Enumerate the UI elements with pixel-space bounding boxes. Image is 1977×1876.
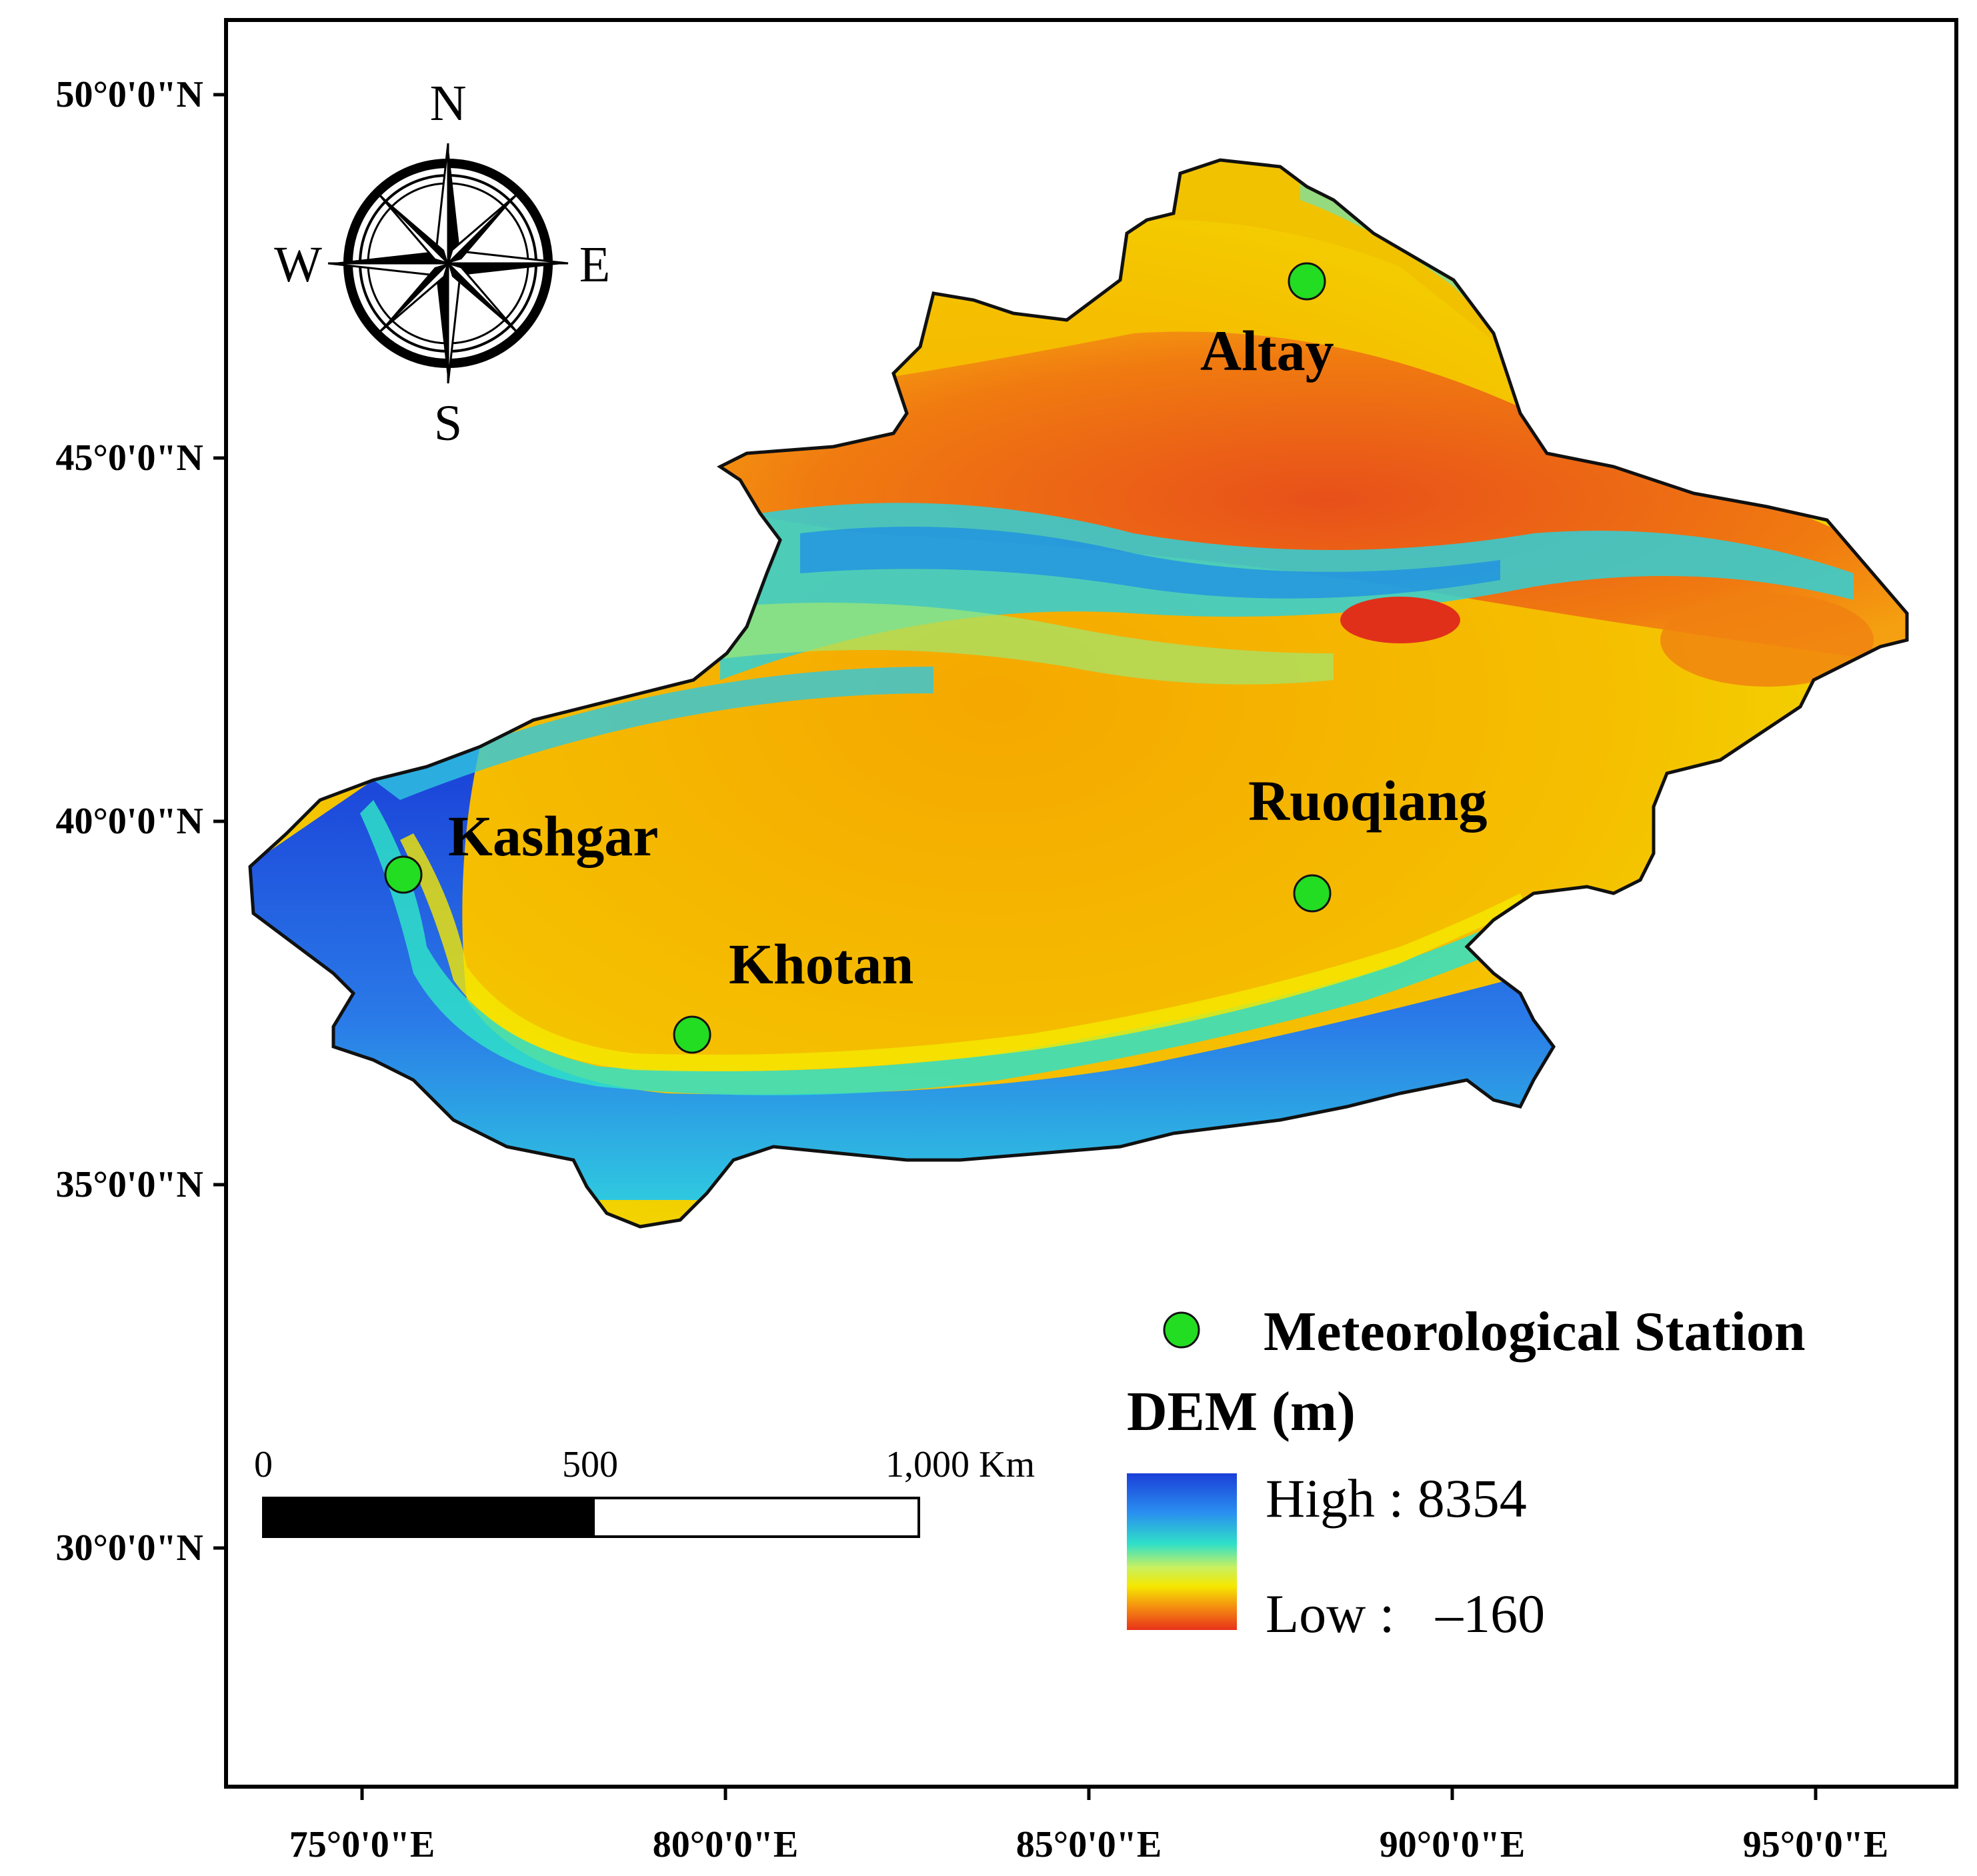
scale-bar: 0 500 1,000 Km [254,1444,1035,1538]
station-label-ruoqiang: Ruoqiang [1248,769,1488,833]
legend: Meteorological Station DEM (m) High : 83… [1127,1301,1806,1644]
lat-label-50: 50°0'0"N [56,74,203,115]
station-marker-khotan[interactable] [673,1015,711,1054]
station-label-khotan: Khotan [729,932,913,996]
lon-label-90: 90°0'0"E [1380,1824,1525,1865]
station-marker-altay[interactable] [1288,262,1326,301]
latitude-axis: 50°0'0"N 45°0'0"N 40°0'0"N 35°0'0"N 30°0… [56,74,226,1569]
compass-rose-icon: N S E W [274,75,610,451]
longitude-axis: 75°0'0"E 80°0'0"E 85°0'0"E 90°0'0"E 95°0… [289,1787,1888,1865]
compass-n-label: N [430,75,467,131]
legend-dem-low: Low : –160 [1266,1583,1545,1644]
scale-label-1000: 1,000 Km [885,1444,1035,1485]
lon-label-75: 75°0'0"E [289,1824,435,1865]
lat-label-30: 30°0'0"N [56,1527,203,1569]
lon-label-80: 80°0'0"E [653,1824,798,1865]
lon-label-95: 95°0'0"E [1743,1824,1888,1865]
legend-dem-title: DEM (m) [1127,1381,1356,1443]
lat-label-40: 40°0'0"N [56,801,203,842]
scale-label-500: 500 [562,1444,618,1485]
lat-label-35: 35°0'0"N [56,1164,203,1205]
scale-label-0: 0 [254,1444,273,1485]
compass-w-label: W [274,237,322,293]
lon-label-85: 85°0'0"E [1016,1824,1162,1865]
compass-s-label: S [434,395,462,451]
station-label-altay: Altay [1200,319,1334,383]
compass-e-label: E [579,237,610,293]
legend-station-icon [1163,1311,1200,1349]
station-label-kashgar: Kashgar [448,804,658,868]
lat-label-45: 45°0'0"N [56,437,203,479]
region-outline [248,158,1909,1229]
station-marker-ruoqiang[interactable] [1293,874,1332,913]
stations-layer: Altay Kashgar Khotan Ruoqiang [384,262,1488,1054]
legend-dem-high: High : 8354 [1266,1468,1527,1529]
legend-station-label: Meteorological Station [1264,1301,1806,1363]
station-marker-kashgar[interactable] [384,855,423,894]
legend-dem-colorbar [1127,1473,1237,1630]
